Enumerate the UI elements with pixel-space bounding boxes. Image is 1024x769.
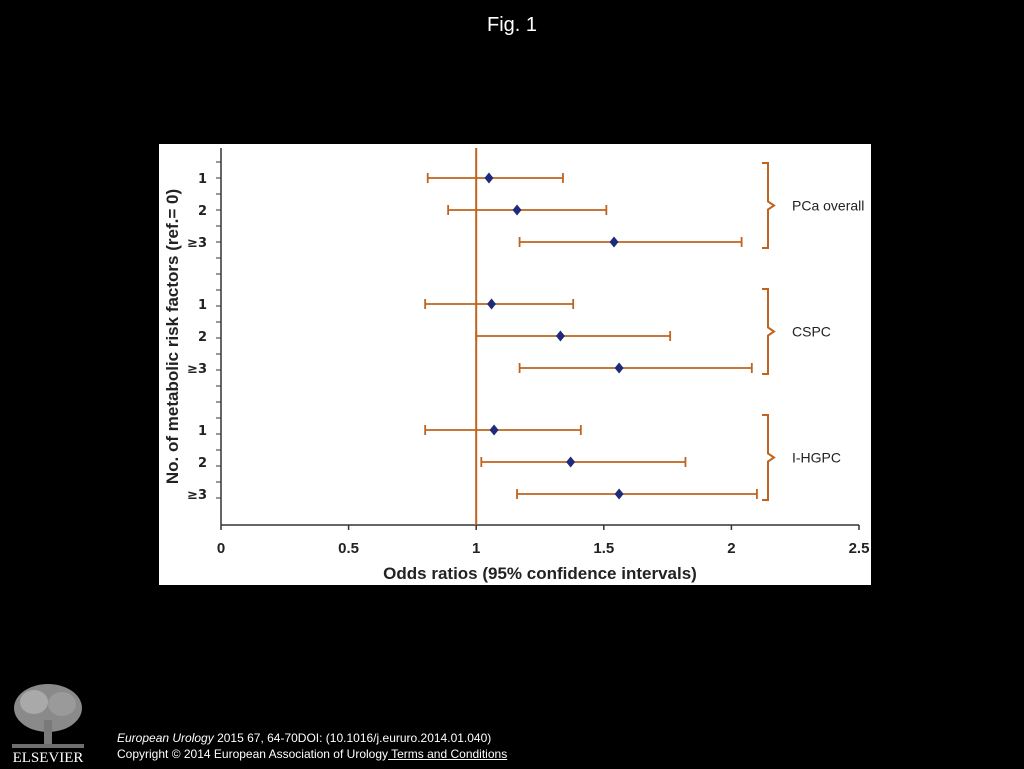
row-label: 2 bbox=[198, 330, 207, 345]
group-bracket bbox=[762, 414, 776, 501]
slide-title: Fig. 1 bbox=[486, 14, 538, 36]
journal-name: European Urology bbox=[117, 731, 214, 745]
group-label: CSPC bbox=[792, 324, 831, 340]
x-tick-label: 1 bbox=[472, 540, 480, 557]
row-label: 1 bbox=[198, 172, 207, 187]
row-label: 1 bbox=[198, 298, 207, 313]
x-tick-label: 0 bbox=[217, 540, 225, 557]
row-label: 2 bbox=[198, 456, 207, 471]
citation-block: European Urology 2015 67, 64-70DOI: (10.… bbox=[117, 730, 507, 762]
row-label: 2 bbox=[198, 204, 207, 219]
x-tick-label: 2 bbox=[727, 540, 735, 557]
odds-ratio-point bbox=[487, 298, 497, 310]
forest-plot: 0 0.5 1 1.5 2 2.5 Odds ratios (95% confidence … bbox=[163, 148, 870, 583]
odds-ratio-point bbox=[609, 236, 619, 248]
x-tick-label: 0.5 bbox=[338, 540, 359, 557]
odds-ratio-point bbox=[512, 204, 522, 216]
group-bracket bbox=[762, 162, 776, 249]
group-bracket bbox=[762, 288, 776, 375]
odds-ratio-point bbox=[566, 456, 576, 468]
row-label: ≥3 bbox=[187, 236, 207, 251]
forest-plot-figure: 0 0.5 1 1.5 2 2.5 Odds ratios (95% confidence … bbox=[159, 144, 871, 585]
elsevier-tree-icon: ELSEVIER bbox=[12, 684, 84, 766]
terms-link[interactable]: Terms and Conditions bbox=[388, 747, 508, 761]
copyright-line: Copyright © 2014 European Association of… bbox=[117, 746, 507, 762]
odds-ratio-point bbox=[484, 172, 494, 184]
group-label: I-HGPC bbox=[792, 450, 841, 466]
odds-ratio-point bbox=[489, 424, 499, 436]
odds-ratio-point bbox=[614, 488, 624, 500]
group-label: PCa overall bbox=[792, 198, 864, 214]
odds-ratio-point bbox=[555, 330, 565, 342]
logo-wordmark: ELSEVIER bbox=[13, 750, 84, 764]
x-axis-label: Odds ratios (95% confidence intervals) bbox=[383, 564, 697, 583]
citation-details: 2015 67, 64-70DOI: (10.1016/j.eururo.201… bbox=[213, 731, 492, 745]
row-label: ≥3 bbox=[187, 488, 207, 503]
odds-ratio-point bbox=[614, 362, 624, 374]
row-label: 1 bbox=[198, 424, 207, 439]
y-axis-label: No. of metabolic risk factors (ref.= 0) bbox=[163, 189, 182, 484]
row-label: ≥3 bbox=[187, 362, 207, 377]
elsevier-logo: ELSEVIER bbox=[8, 680, 88, 766]
copyright-text: Copyright © 2014 European Association of… bbox=[117, 747, 389, 761]
citation-line: European Urology 2015 67, 64-70DOI: (10.… bbox=[117, 730, 507, 746]
x-tick-label: 2.5 bbox=[849, 540, 870, 557]
x-tick-label: 1.5 bbox=[593, 540, 614, 557]
